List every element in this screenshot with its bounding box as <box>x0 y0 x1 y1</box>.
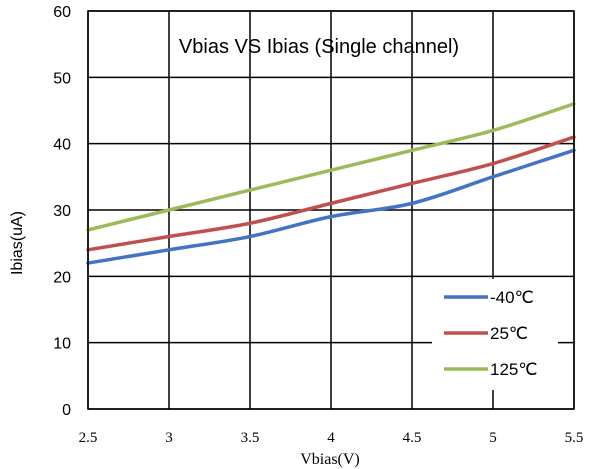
y-tick-label: 60 <box>53 4 71 21</box>
legend-label-2: 125℃ <box>490 360 537 379</box>
x-axis-label: Vbias(V) <box>300 451 360 468</box>
x-tick-label: 4 <box>327 430 335 446</box>
series-line-2 <box>86 102 576 232</box>
series-lines <box>86 102 576 265</box>
y-axis-label: Ibias(uA) <box>9 211 26 275</box>
y-tick-label: 10 <box>53 336 71 353</box>
y-tick-label: 40 <box>53 137 71 154</box>
y-tick-label: 20 <box>53 269 71 286</box>
y-tick-label: 30 <box>53 203 71 220</box>
plot-area-frame <box>87 10 575 410</box>
series-line-0 <box>86 148 576 265</box>
x-tick-label: 5.5 <box>565 430 584 446</box>
chart-title: Vbias VS Ibias (Single channel) <box>179 36 459 58</box>
x-tick-label: 3.5 <box>241 430 260 446</box>
y-tick-label: 0 <box>62 402 71 419</box>
legend: -40℃ 25℃ 125℃ <box>432 279 558 390</box>
x-tick-labels: 2.5 3 3.5 4 4.5 5 5.5 <box>79 430 584 446</box>
x-tick-label: 3 <box>165 430 173 446</box>
y-tick-label: 50 <box>53 70 71 87</box>
x-tick-label: 5 <box>489 430 497 446</box>
legend-label-0: -40℃ <box>490 288 534 307</box>
series-line-1 <box>86 135 576 252</box>
x-tick-label: 2.5 <box>79 430 98 446</box>
x-tick-label: 4.5 <box>403 430 422 446</box>
y-tick-labels: 0 10 20 30 40 50 60 <box>53 4 71 419</box>
legend-label-1: 25℃ <box>490 324 528 343</box>
